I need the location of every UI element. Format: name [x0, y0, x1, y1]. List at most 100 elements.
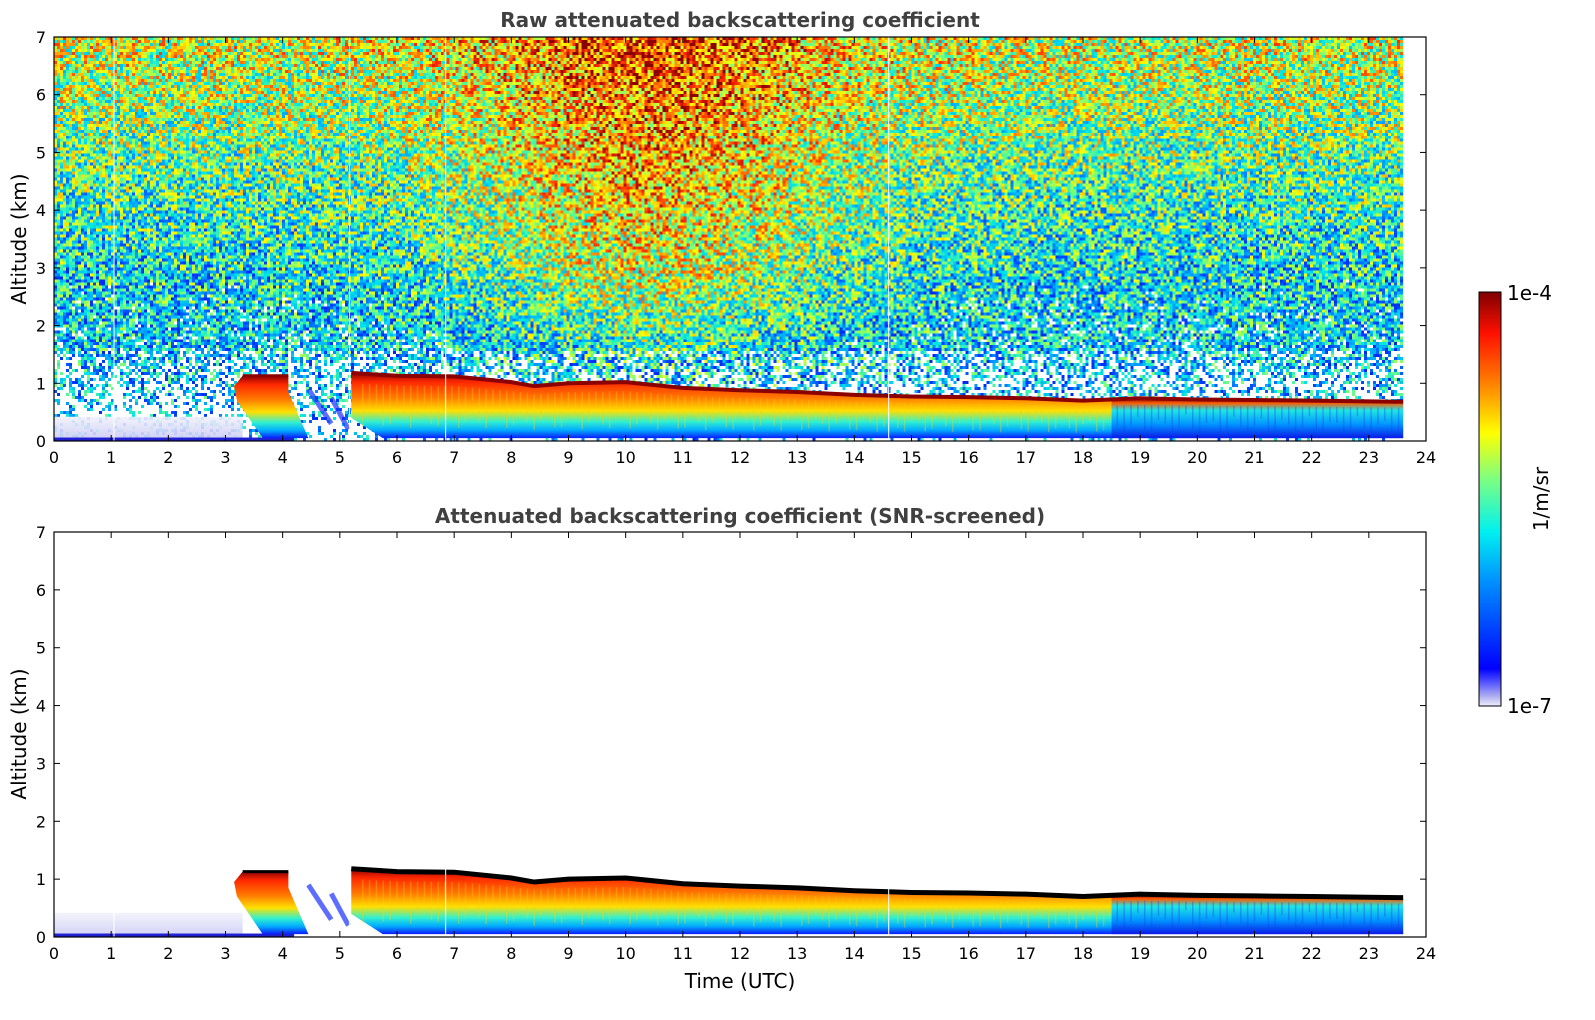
x-tick-label: 24	[1416, 944, 1436, 963]
x-tick-label: 6	[392, 944, 402, 963]
x-tick-label: 20	[1187, 448, 1207, 467]
y-tick-label: 7	[36, 28, 46, 47]
x-axis: 0 1 2 3 4 5 6 7 8 9 10 11 12 13 14 15 16 17 18 19 20 21 22 23 24	[49, 532, 1436, 963]
y-tick-label: 0	[36, 432, 46, 451]
x-tick-label: 21	[1244, 944, 1264, 963]
snr-screened-panel: 0 1 2 3 4 5 6 7 8 9 10 11 12 13 14 15 16 17 18 19 20 21 22 23 24…	[7, 504, 1436, 993]
x-tick-label: 16	[958, 944, 978, 963]
x-tick-label: 12	[730, 448, 750, 467]
x-tick-label: 16	[958, 448, 978, 467]
y-tick-label: 1	[36, 374, 46, 393]
x-tick-label: 0	[49, 944, 59, 963]
x-tick-label: 0	[49, 448, 59, 467]
cloud-deck-late	[1111, 894, 1404, 935]
precipitation-streak	[329, 892, 351, 927]
x-tick-label: 13	[787, 448, 807, 467]
x-tick-label: 9	[563, 944, 573, 963]
y-tick-label: 6	[36, 581, 46, 600]
y-tick-label: 3	[36, 259, 46, 278]
cloud-top-edge	[351, 370, 1404, 404]
x-tick-label: 13	[787, 944, 807, 963]
x-tick-label: 14	[844, 944, 864, 963]
x-tick-label: 17	[1016, 944, 1036, 963]
chart-title: Raw attenuated backscattering coefficien…	[500, 8, 980, 32]
precipitation-streak	[329, 396, 351, 431]
y-tick-label: 0	[36, 928, 46, 947]
x-tick-label: 10	[615, 448, 635, 467]
x-tick-label: 7	[449, 944, 459, 963]
plot-area	[54, 532, 1426, 937]
x-tick-label: 22	[1301, 448, 1321, 467]
cloud-layer	[54, 37, 1404, 441]
x-tick-label: 8	[506, 944, 516, 963]
x-tick-label: 15	[901, 448, 921, 467]
precipitation-streak	[306, 387, 334, 426]
x-tick-label: 5	[335, 448, 345, 467]
y-axis-label: Altitude (km)	[7, 173, 31, 304]
aerosol-layer	[54, 912, 243, 937]
y-tick-label: 5	[36, 639, 46, 658]
x-tick-label: 6	[392, 448, 402, 467]
x-tick-label: 2	[163, 944, 173, 963]
cloud-segment	[234, 375, 309, 439]
x-tick-label: 2	[163, 448, 173, 467]
x-tick-label: 15	[901, 944, 921, 963]
chart-title: Attenuated backscattering coefficient (S…	[435, 504, 1045, 528]
y-tick-label: 4	[36, 201, 46, 220]
x-tick-label: 11	[673, 944, 693, 963]
raw-backscatter-panel: 0 1 2 3 4 5 6 7 8 9 10 11 12 13 14 15 16 17 18 19 20 21 22 23 24…	[7, 8, 1436, 467]
y-tick-label: 2	[36, 812, 46, 831]
y-tick-label: 1	[36, 870, 46, 889]
cloud-deck-late	[1111, 398, 1404, 439]
x-tick-label: 1	[106, 944, 116, 963]
x-tick-label: 10	[615, 944, 635, 963]
noise-heatmap	[54, 37, 1404, 441]
x-axis-label: Time (UTC)	[684, 969, 796, 993]
y-axis: 0 1 2 3 4 5 6 7	[36, 28, 1426, 451]
y-tick-label: 3	[36, 754, 46, 773]
x-tick-label: 18	[1073, 448, 1093, 467]
x-tick-label: 4	[278, 448, 288, 467]
x-tick-label: 24	[1416, 448, 1436, 467]
y-tick-label: 4	[36, 697, 46, 716]
colorbar-min-label: 1e-7	[1507, 694, 1552, 718]
cloud-top-edge	[351, 866, 1404, 901]
surface-return	[54, 437, 295, 441]
cloud-segment	[234, 871, 309, 935]
x-tick-label: 9	[563, 448, 573, 467]
x-tick-label: 17	[1016, 448, 1036, 467]
x-tick-label: 5	[335, 944, 345, 963]
x-tick-label: 23	[1359, 944, 1379, 963]
x-tick-label: 19	[1130, 944, 1150, 963]
x-tick-label: 7	[449, 448, 459, 467]
precipitation-streak	[306, 883, 334, 922]
x-tick-label: 21	[1244, 448, 1264, 467]
y-tick-label: 6	[36, 86, 46, 105]
x-axis: 0 1 2 3 4 5 6 7 8 9 10 11 12 13 14 15 16 17 18 19 20 21 22 23 24	[49, 37, 1436, 467]
colorbar-max-label: 1e-4	[1507, 281, 1552, 305]
y-tick-label: 7	[36, 523, 46, 542]
x-tick-label: 8	[506, 448, 516, 467]
x-tick-label: 18	[1073, 944, 1093, 963]
x-tick-label: 19	[1130, 448, 1150, 467]
y-tick-label: 5	[36, 143, 46, 162]
x-tick-label: 3	[220, 944, 230, 963]
colorbar: 1e-4 1e-7 1/m/sr	[1478, 281, 1553, 718]
colorbar-gradient	[1478, 291, 1502, 707]
x-tick-label: 4	[278, 944, 288, 963]
y-axis: 0 1 2 3 4 5 6 7	[36, 523, 1426, 947]
x-tick-label: 1	[106, 448, 116, 467]
x-tick-label: 20	[1187, 944, 1207, 963]
x-tick-label: 11	[673, 448, 693, 467]
x-tick-label: 12	[730, 944, 750, 963]
colorbar-unit-label: 1/m/sr	[1529, 466, 1553, 531]
x-tick-label: 22	[1301, 944, 1321, 963]
surface-return	[54, 933, 295, 937]
y-axis-label: Altitude (km)	[7, 668, 31, 799]
y-tick-label: 2	[36, 317, 46, 336]
x-tick-label: 3	[220, 448, 230, 467]
x-tick-label: 23	[1359, 448, 1379, 467]
x-tick-label: 14	[844, 448, 864, 467]
